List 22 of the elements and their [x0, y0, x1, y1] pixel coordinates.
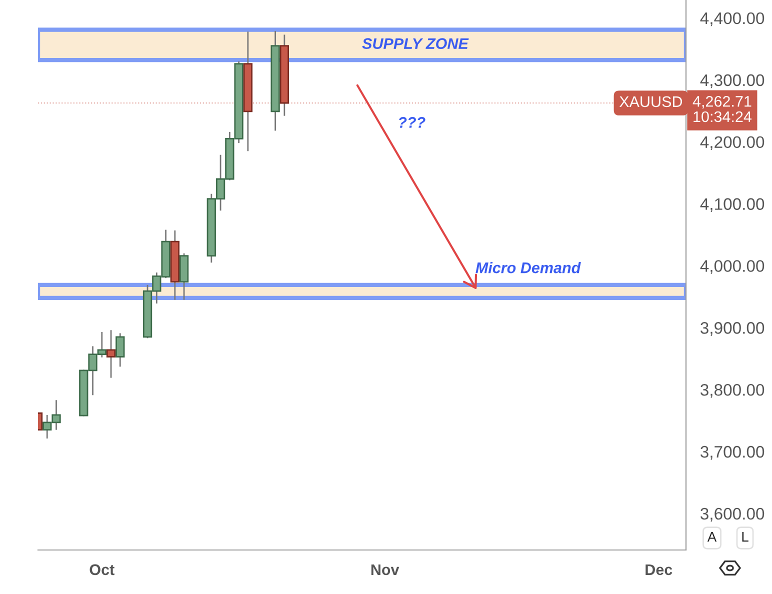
text: A [707, 532, 717, 542]
ref-line-label: XAUUSD [619, 96, 682, 108]
y-tick-label: 4,100.00 [700, 198, 764, 212]
y-tick-label: 3,800.00 [700, 384, 764, 398]
y-tick-label: 4,000.00 [700, 260, 764, 274]
candlestick [116, 332, 125, 368]
y-tick-label: 4,400.00 [700, 12, 764, 26]
y-tick-label: 3,600.00 [700, 508, 764, 522]
x-tick-label: Oct [90, 564, 114, 576]
y-tick-label: 3,700.00 [700, 446, 764, 460]
candlestick [106, 329, 116, 379]
text: 4,262.71 [692, 96, 752, 109]
y-tick-label: 4,200.00 [700, 136, 764, 150]
x-tick-label: Dec [646, 564, 672, 576]
y-tick-label: 4,300.00 [700, 74, 764, 88]
band-label: Micro Demand [476, 262, 581, 274]
x-tick-label: Nov [371, 564, 400, 576]
text: 10:34:24 [694, 111, 752, 122]
text: L [742, 532, 748, 542]
band-label: SUPPLY ZONE [362, 38, 469, 50]
annotation: ??? [399, 117, 426, 128]
y-tick-label: 3,900.00 [700, 322, 764, 336]
